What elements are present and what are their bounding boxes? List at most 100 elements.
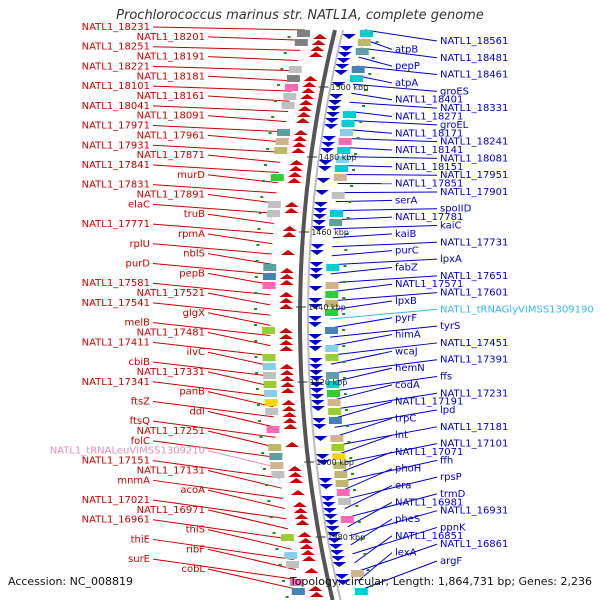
reverse-gene-arrow [308, 586, 323, 591]
gene-label-trmd: trmD [440, 489, 466, 500]
forward-gene-arrow [311, 226, 326, 231]
gene-label-ddl: ddl [190, 406, 205, 417]
reverse-gene-arrow [299, 544, 314, 549]
reverse-gene-arrow [287, 466, 302, 471]
feature-tick [259, 436, 263, 438]
label-connector [349, 101, 438, 109]
label-connector [344, 485, 393, 510]
label-connector [207, 430, 277, 448]
gene-block [325, 282, 339, 289]
genome-ring [298, 29, 337, 600]
forward-gene-arrow [316, 460, 331, 465]
feature-tick [261, 452, 265, 454]
gene-label-pepp: pepP [395, 61, 420, 72]
label-connector [207, 272, 271, 285]
reverse-gene-arrow [285, 442, 300, 447]
reverse-gene-arrow [289, 478, 304, 483]
feature-tick [363, 553, 367, 555]
reverse-gene-arrow [279, 364, 294, 369]
gene-label-natl1-18081: NATL1_18081 [440, 153, 508, 164]
feature-tick [280, 68, 284, 70]
gene-block [285, 84, 298, 91]
gene-label-natl1-17841: NATL1_17841 [82, 160, 150, 171]
gene-block [325, 291, 339, 298]
feature-tick [268, 132, 272, 134]
gene-label-purd: purD [126, 259, 151, 270]
reverse-gene-arrow [301, 88, 316, 93]
label-connector [352, 83, 438, 92]
reverse-gene-arrow [280, 376, 295, 381]
forward-gene-arrow [308, 316, 322, 321]
gene-label-rpsp: rpsP [440, 472, 462, 483]
label-connector [207, 154, 281, 163]
gene-block [262, 327, 275, 334]
gene-label-natl1-18151: NATL1_18151 [395, 162, 463, 173]
label-connector [339, 165, 393, 168]
label-connector [152, 144, 282, 153]
feature-tick [262, 180, 266, 182]
reverse-gene-arrow [280, 388, 295, 393]
label-connector [331, 250, 393, 257]
gene-label-cbib: cbiB [129, 357, 151, 368]
label-connector [331, 367, 393, 383]
gene-label-fabz: fabZ [395, 262, 418, 273]
label-connector [352, 526, 438, 555]
label-connector [356, 65, 438, 76]
label-connector [329, 308, 438, 320]
label-connector [342, 146, 393, 151]
gene-label-tyrs: tyrS [440, 321, 460, 332]
forward-gene-arrow [332, 562, 347, 567]
forward-gene-arrow [309, 376, 324, 381]
gene-block [331, 192, 345, 199]
gene-block [262, 354, 276, 361]
forward-gene-arrow [310, 394, 325, 399]
reverse-gene-arrow [279, 280, 294, 285]
forward-gene-arrow [312, 214, 327, 219]
gene-block [294, 39, 308, 46]
gene-label-natl1-17831: NATL1_17831 [82, 180, 150, 191]
reverse-gene-arrow [279, 304, 294, 309]
feature-tick [344, 409, 348, 411]
gene-block [291, 588, 305, 595]
gene-label-natl1-18141: NATL1_18141 [395, 145, 463, 156]
feature-tick [362, 105, 365, 107]
gene-block [288, 66, 302, 73]
reverse-gene-arrow [281, 400, 296, 405]
gene-block [326, 372, 340, 379]
reverse-gene-arrow [308, 52, 323, 57]
feature-tick [370, 585, 373, 587]
gene-block [355, 48, 369, 55]
gene-label-natl1-17021: NATL1_17021 [82, 495, 150, 506]
label-connector [152, 282, 271, 296]
feature-tick [349, 457, 353, 459]
gene-block [286, 75, 300, 82]
feature-tick [271, 116, 275, 118]
reverse-gene-arrow [282, 412, 297, 417]
gene-label-natl1-17451: NATL1_17451 [440, 338, 508, 349]
gene-label-atpa: atpA [395, 78, 418, 89]
label-connector [152, 203, 275, 214]
gene-block [336, 156, 350, 163]
forward-gene-arrow [329, 94, 344, 99]
gene-label-elac: elaC [128, 199, 150, 210]
label-connector [207, 174, 278, 184]
reverse-gene-arrow [279, 340, 294, 345]
gene-label-natl1-17411: NATL1_17411 [82, 337, 150, 348]
label-connector [329, 317, 393, 329]
feature-tick [264, 164, 267, 166]
gene-label-natl1-18191: NATL1_18191 [137, 52, 205, 63]
gene-label-natl1-18221: NATL1_18221 [82, 61, 150, 72]
feature-tick [343, 377, 347, 379]
forward-gene-arrow [308, 322, 322, 327]
gene-label-rpma: rpmA [178, 229, 205, 240]
feature-tick [350, 185, 354, 187]
label-connector [207, 332, 271, 347]
reverse-gene-arrow [299, 100, 313, 105]
gene-label-lpd: lpd [440, 405, 455, 416]
reverse-gene-arrow [302, 556, 316, 561]
label-connector [207, 568, 301, 591]
gene-block [270, 174, 284, 181]
kbp-mark-1400-kbp: 1400 kbp [316, 458, 354, 467]
label-connector [152, 420, 276, 438]
